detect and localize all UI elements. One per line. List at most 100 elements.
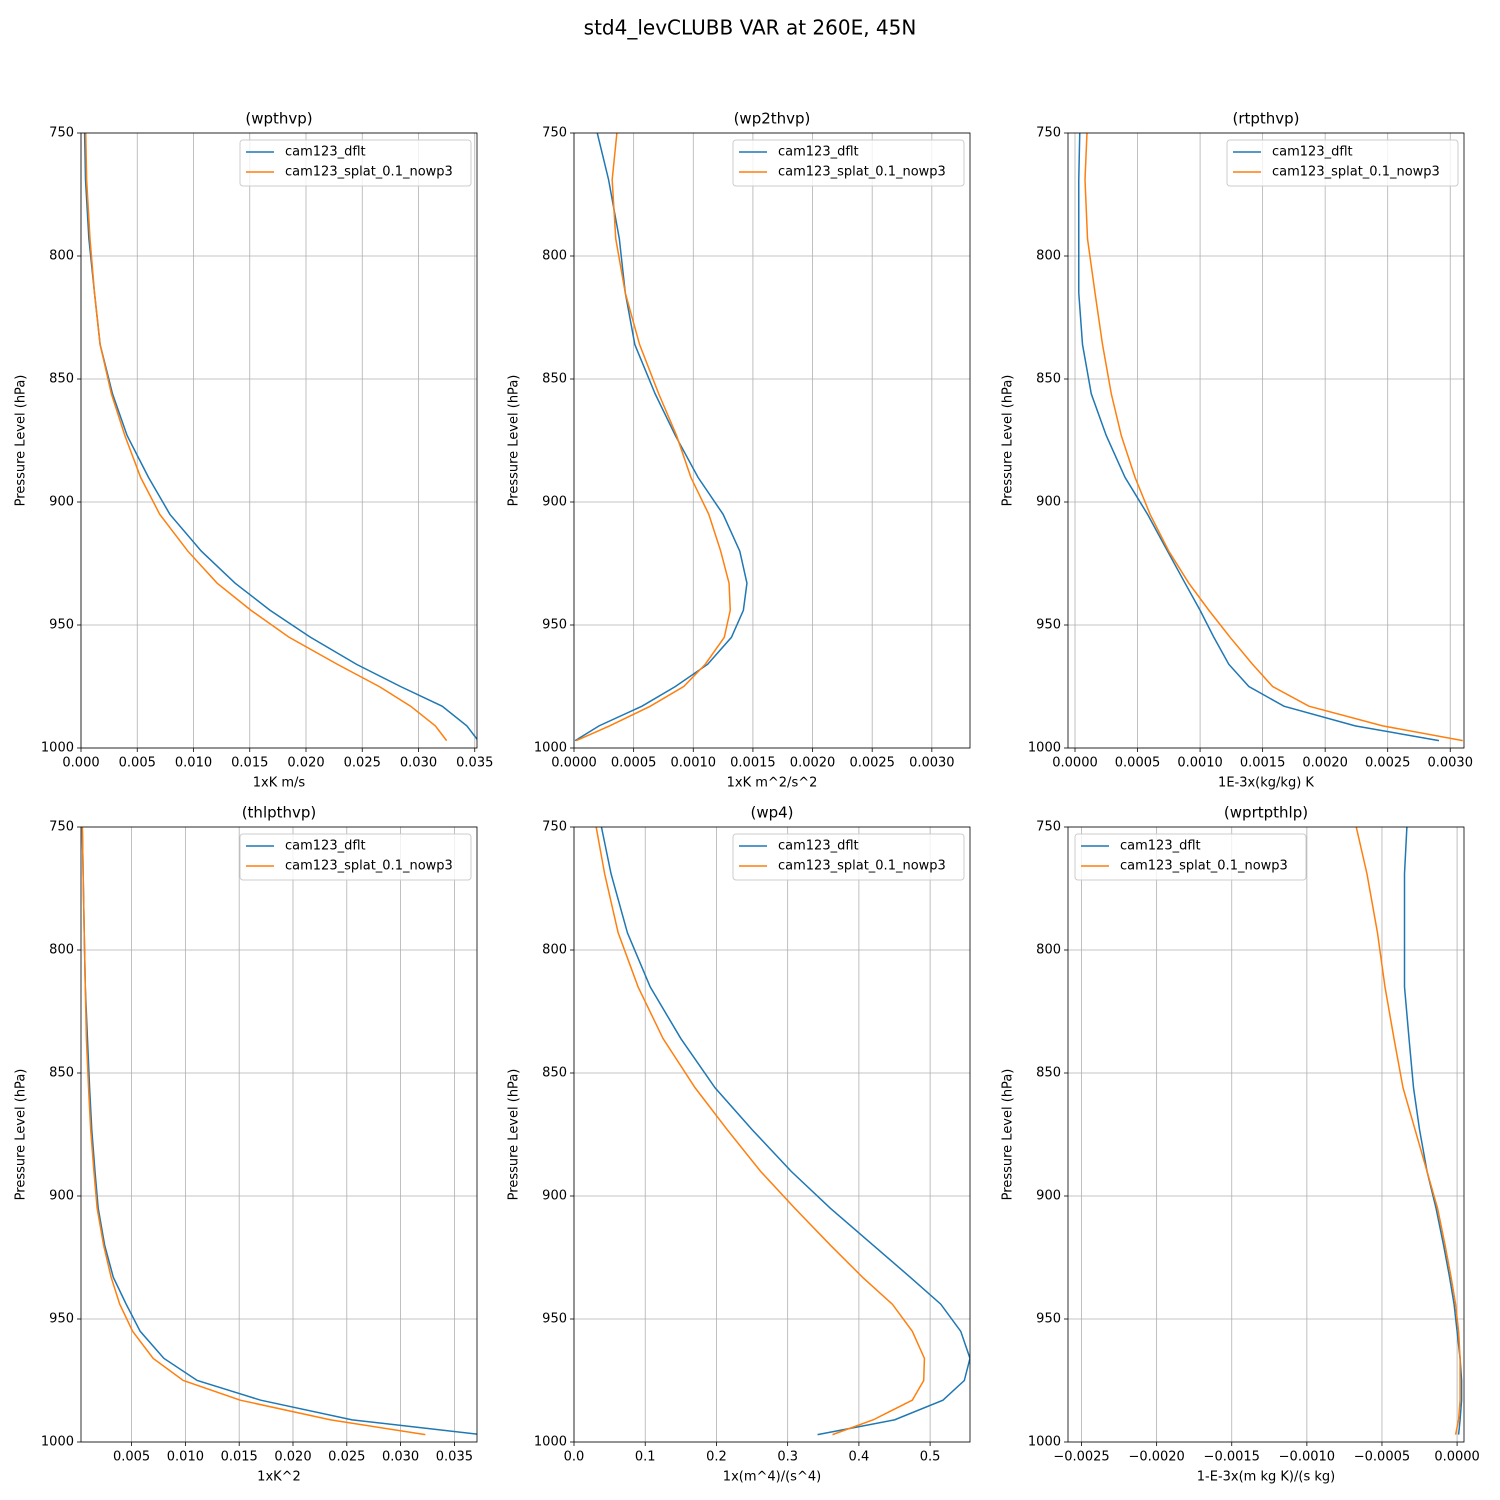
- x-tick-label: 0.025: [328, 1450, 365, 1465]
- x-tick-label: 0.025: [344, 756, 381, 771]
- y-tick-label: 900: [1036, 1189, 1061, 1204]
- y-axis-label: Pressure Level (hPa): [507, 1069, 522, 1201]
- legend: cam123_dflt cam123_splat_0.1_nowp3: [1074, 833, 1307, 881]
- y-tick-label: 900: [542, 1189, 567, 1204]
- legend-label: cam123_dflt: [285, 145, 366, 160]
- plot-frame: [80, 826, 478, 1443]
- y-tick-label: 800: [542, 943, 567, 958]
- x-axis-label: 1xK m/s: [253, 776, 306, 791]
- x-tick-label: 0.030: [382, 1450, 419, 1465]
- legend-label: cam123_splat_0.1_nowp3: [285, 165, 453, 180]
- subplot: 0.0 0.1 0.2 0.3 0.4 0.5 750 800 850 900 950 1000 (wp…: [507, 804, 971, 1485]
- y-tick-label: 800: [1036, 249, 1061, 264]
- y-tick-label: 1000: [1028, 741, 1061, 756]
- x-axis-label: 1xK^2: [257, 1470, 301, 1485]
- y-tick-label: 850: [49, 372, 74, 387]
- y-tick-label: 750: [49, 126, 74, 141]
- x-tick-label: 0.0025: [849, 756, 895, 771]
- subplot: 0.000 0.005 0.010 0.015 0.020 0.025 0.030 0.035…: [14, 110, 494, 791]
- y-tick-label: 900: [1036, 495, 1061, 510]
- y-tick-label: 900: [49, 1189, 74, 1204]
- x-tick-label: 0.0030: [909, 756, 955, 771]
- legend-label: cam123_splat_0.1_nowp3: [1120, 859, 1288, 874]
- y-tick-label: 750: [1036, 126, 1061, 141]
- data-line: [1403, 827, 1463, 1435]
- y-tick-label: 800: [542, 249, 567, 264]
- y-tick-label: 950: [49, 618, 74, 633]
- legend: cam123_dflt cam123_splat_0.1_nowp3: [239, 833, 472, 881]
- data-line: [600, 827, 970, 1436]
- y-axis-label: Pressure Level (hPa): [14, 375, 29, 507]
- legend-box: [732, 139, 965, 187]
- y-axis-label: Pressure Level (hPa): [14, 1069, 29, 1201]
- legend-label: cam123_splat_0.1_nowp3: [285, 859, 453, 874]
- y-tick-label: 950: [1036, 618, 1061, 633]
- x-tick-label: 0.0010: [671, 756, 717, 771]
- x-tick-label: 0.035: [456, 756, 493, 771]
- subplot-title: (wprtpthlp): [1224, 804, 1308, 822]
- x-axis-label: 1E-3x(kg/kg) K: [1218, 776, 1314, 791]
- data-line: [1078, 133, 1440, 742]
- x-tick-label: 0.4: [849, 1450, 870, 1465]
- y-tick-label: 850: [1036, 372, 1061, 387]
- y-tick-label: 1000: [41, 741, 74, 756]
- x-tick-label: 0.010: [175, 756, 212, 771]
- x-axis-label: 1-E-3x(m kg K)/(s kg): [1197, 1470, 1335, 1485]
- y-tick-label: 850: [1036, 1066, 1061, 1081]
- y-tick-label: 750: [1036, 820, 1061, 835]
- plot-frame: [573, 132, 971, 749]
- x-tick-label: 0.030: [400, 756, 437, 771]
- subplot: −0.0025 −0.0020 −0.0015 −0.0010 −0.0005 0.000…: [1001, 804, 1480, 1485]
- subplot-title: (wpthvp): [245, 110, 312, 128]
- y-tick-label: 750: [542, 126, 567, 141]
- x-tick-label: 0.0: [564, 1450, 585, 1465]
- subplot: 0.0000 0.0005 0.0010 0.0015 0.0020 0.0025 0.00…: [507, 110, 971, 791]
- y-tick-label: 950: [49, 1312, 74, 1327]
- x-axis-label: 1xK m^2/s^2: [727, 776, 818, 791]
- subplot-title: (wp4): [750, 804, 793, 822]
- data-line: [595, 827, 926, 1436]
- x-tick-label: 0.000: [62, 756, 99, 771]
- legend-label: cam123_dflt: [778, 839, 859, 854]
- x-tick-label: −0.0005: [1354, 1450, 1410, 1465]
- legend-box: [732, 833, 965, 881]
- x-tick-label: 0.5: [920, 1450, 941, 1465]
- x-tick-label: 0.020: [274, 1450, 311, 1465]
- x-tick-label: 0.0000: [551, 756, 597, 771]
- y-tick-label: 900: [49, 495, 74, 510]
- x-tick-label: −0.0025: [1053, 1450, 1109, 1465]
- x-tick-label: 0.020: [287, 756, 324, 771]
- y-tick-label: 1000: [534, 741, 567, 756]
- x-tick-label: 0.005: [119, 756, 156, 771]
- x-tick-label: 0.0015: [1240, 756, 1286, 771]
- y-tick-label: 1000: [1028, 1435, 1061, 1450]
- plot-frame: [1067, 132, 1465, 749]
- legend-label: cam123_dflt: [778, 145, 859, 160]
- subplot: 0.0000 0.0005 0.0010 0.0015 0.0020 0.0025 0.00…: [1001, 110, 1473, 791]
- y-tick-label: 1000: [41, 1435, 74, 1450]
- x-tick-label: 0.035: [436, 1450, 473, 1465]
- legend-label: cam123_splat_0.1_nowp3: [1272, 165, 1440, 180]
- legend-box: [1074, 833, 1307, 881]
- plot-frame: [80, 132, 478, 749]
- y-tick-label: 800: [1036, 943, 1061, 958]
- figure-title: std4_levCLUBB VAR at 260E, 45N: [584, 16, 917, 40]
- x-tick-label: 0.0010: [1177, 756, 1223, 771]
- x-tick-label: 0.005: [113, 1450, 150, 1465]
- data-line: [1084, 133, 1463, 742]
- x-tick-label: 0.2: [706, 1450, 727, 1465]
- legend-label: cam123_splat_0.1_nowp3: [778, 859, 946, 874]
- plot-frame: [573, 826, 971, 1443]
- legend-label: cam123_splat_0.1_nowp3: [778, 165, 946, 180]
- legend: cam123_dflt cam123_splat_0.1_nowp3: [239, 139, 472, 187]
- legend: cam123_dflt cam123_splat_0.1_nowp3: [1226, 139, 1459, 187]
- data-line: [84, 133, 448, 742]
- data-line: [576, 133, 732, 742]
- x-tick-label: −0.0015: [1204, 1450, 1260, 1465]
- x-tick-label: 0.0000: [1052, 756, 1098, 771]
- plot-frame: [1067, 826, 1465, 1443]
- y-axis-label: Pressure Level (hPa): [1001, 1069, 1016, 1201]
- legend: cam123_dflt cam123_splat_0.1_nowp3: [732, 833, 965, 881]
- y-tick-label: 750: [49, 820, 74, 835]
